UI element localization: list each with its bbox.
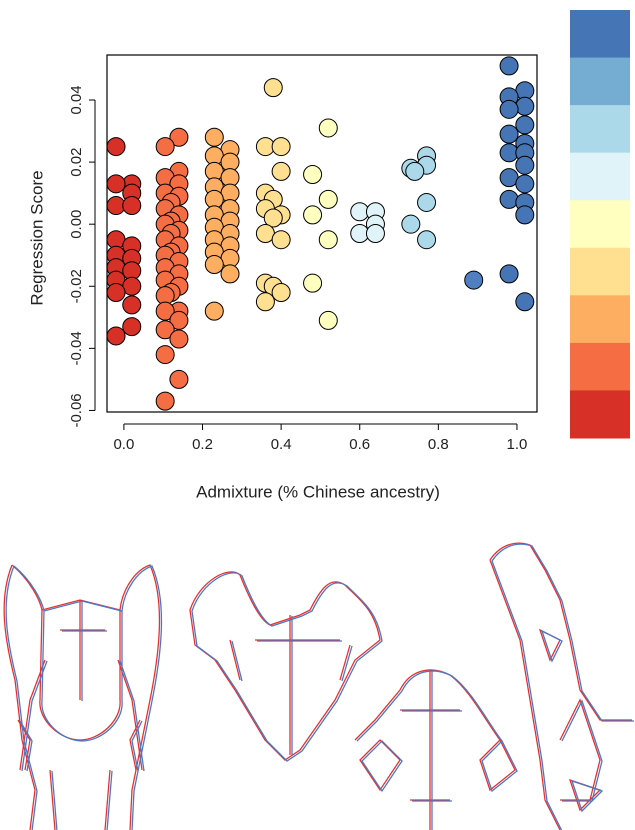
color-swatch xyxy=(570,10,630,59)
point xyxy=(499,189,519,209)
color-swatch xyxy=(570,390,630,439)
x-axis-title: Admixture (% Chinese ancestry) xyxy=(196,482,440,501)
point xyxy=(122,295,142,315)
color-swatch xyxy=(570,247,630,296)
color-swatch xyxy=(570,200,630,249)
point xyxy=(401,214,421,234)
y-tick-label: 0.02 xyxy=(68,147,85,176)
point xyxy=(318,230,338,250)
color-legend xyxy=(570,10,630,439)
point xyxy=(263,208,283,228)
y-tick-label: 0.00 xyxy=(68,210,85,239)
point xyxy=(106,282,126,302)
point xyxy=(155,391,175,411)
color-swatch xyxy=(570,105,630,154)
point xyxy=(464,270,484,290)
color-swatch xyxy=(570,342,630,391)
point xyxy=(303,273,323,293)
point xyxy=(499,264,519,284)
point xyxy=(515,292,535,312)
point xyxy=(405,161,425,181)
point xyxy=(106,174,126,194)
point xyxy=(155,137,175,157)
point xyxy=(204,301,224,321)
point xyxy=(318,189,338,209)
y-tick-label: -0.06 xyxy=(68,393,85,427)
point xyxy=(365,224,385,243)
wireframe-red xyxy=(3,542,632,830)
point xyxy=(169,310,189,330)
wireframe-blue xyxy=(5,543,634,830)
color-swatch xyxy=(570,295,630,344)
point xyxy=(106,137,126,157)
point xyxy=(499,56,519,76)
point xyxy=(155,301,175,321)
point xyxy=(271,161,291,181)
y-axis-title: Regression Score xyxy=(27,170,46,305)
y-tick-label: -0.02 xyxy=(68,269,85,303)
point xyxy=(499,99,519,119)
point xyxy=(515,174,535,194)
point xyxy=(318,118,338,138)
y-tick-label: 0.04 xyxy=(68,85,85,114)
x-tick-label: 0.2 xyxy=(192,436,213,453)
point xyxy=(122,317,142,337)
x-tick-label: 0.0 xyxy=(113,436,134,453)
point xyxy=(271,137,291,157)
point xyxy=(155,320,175,340)
point xyxy=(318,310,338,330)
point xyxy=(106,326,126,346)
point xyxy=(220,264,240,284)
point xyxy=(499,124,519,144)
point xyxy=(271,282,291,302)
point xyxy=(515,96,535,116)
point xyxy=(515,205,535,225)
point xyxy=(271,230,291,250)
point xyxy=(204,255,224,275)
point xyxy=(515,115,535,135)
point xyxy=(204,127,224,147)
point xyxy=(303,205,323,225)
point xyxy=(122,196,142,216)
point xyxy=(155,345,175,365)
point xyxy=(169,329,189,349)
point xyxy=(255,292,275,312)
x-tick-label: 0.4 xyxy=(271,436,292,453)
point xyxy=(263,78,283,98)
x-tick-label: 1.0 xyxy=(507,436,528,453)
point xyxy=(169,127,189,147)
y-tick-label: -0.04 xyxy=(68,331,85,365)
plot-frame xyxy=(106,54,538,413)
point xyxy=(169,369,189,389)
point xyxy=(417,230,437,250)
point xyxy=(303,165,323,185)
color-swatch xyxy=(570,152,630,201)
point xyxy=(515,155,535,175)
x-tick-label: 0.6 xyxy=(349,436,370,453)
x-tick-label: 0.8 xyxy=(428,436,449,453)
point xyxy=(417,192,437,212)
color-swatch xyxy=(570,57,630,106)
